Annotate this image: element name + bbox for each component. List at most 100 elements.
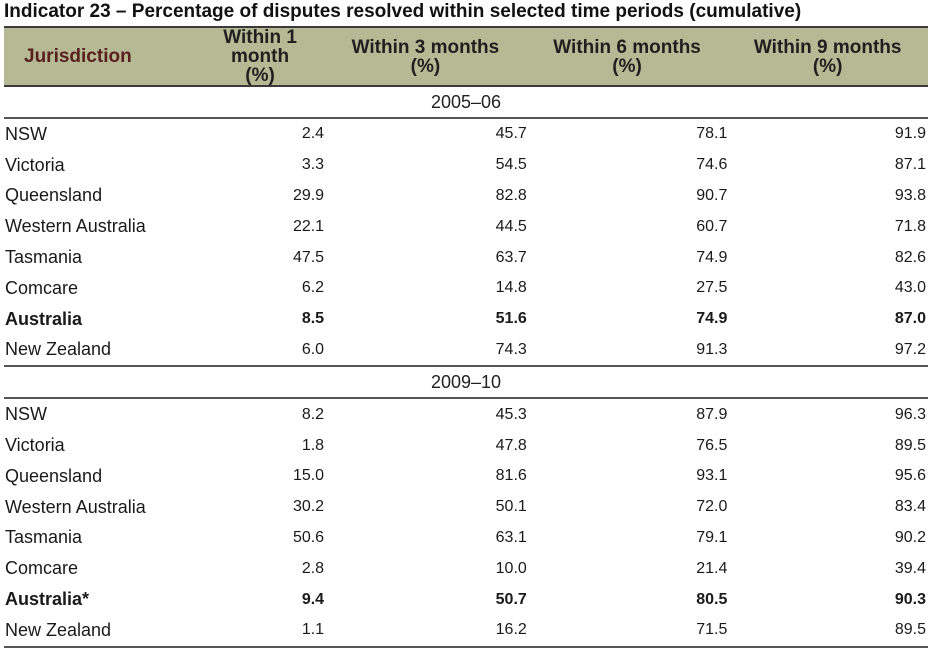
within-1-month-cell: 15.0	[292, 467, 325, 485]
within-1-month-cell: 29.9	[292, 186, 325, 204]
within-3-months-cell: 51.6	[495, 310, 527, 328]
jurisdiction-cell: Victoria	[5, 435, 65, 456]
within-6-months-cell: 79.1	[696, 528, 728, 546]
within-6-months-cell: 80.5	[696, 590, 728, 608]
table-body: 2005–06 NSW 2.4 45.7 78.1 91.9 Victoria 3.3 54.5…	[4, 86, 928, 648]
table-row: Queensland 29.9 82.8 90.7 93.8	[4, 181, 928, 212]
within-1-month-cell: 6.2	[301, 279, 325, 297]
table-header-row: Jurisdiction Within 1 month (%) Within 3…	[4, 26, 928, 87]
within-6-months-cell: 74.6	[696, 156, 728, 174]
header-jurisdiction: Jurisdiction	[4, 26, 197, 87]
within-6-months-cell: 78.1	[696, 125, 728, 143]
disputes-table: Jurisdiction Within 1 month (%) Within 3…	[4, 26, 928, 648]
within-9-months-cell: 43.0	[894, 279, 926, 297]
table-row: Comcare 2.8 10.0 21.4 39.4	[4, 553, 928, 584]
table-row: Tasmania 50.6 63.1 79.1 90.2	[4, 523, 928, 554]
within-9-months-cell: 71.8	[894, 217, 926, 235]
within-9-months-cell: 96.3	[894, 405, 926, 423]
table-row: Western Australia 22.1 44.5 60.7 71.8	[4, 211, 928, 242]
within-3-months-cell: 82.8	[495, 186, 527, 204]
within-6-months-cell: 91.3	[526, 334, 728, 368]
within-1-month-cell: 6.0	[196, 334, 325, 368]
header-within-1-month-label: Within 1 month	[223, 27, 297, 67]
jurisdiction-cell: NSW	[5, 404, 47, 425]
within-1-month-cell: 47.5	[292, 248, 325, 266]
within-3-months-cell: 45.3	[495, 405, 527, 423]
within-3-months-cell: 14.8	[495, 279, 527, 297]
table-row: New Zealand 6.0 74.3 91.3 97.2	[4, 334, 928, 368]
jurisdiction-cell: Western Australia	[5, 216, 146, 237]
within-6-months-cell: 74.9	[696, 310, 728, 328]
header-within-6-months-label: Within 6 months	[553, 36, 701, 58]
jurisdiction-cell: Victoria	[5, 154, 65, 175]
header-within-6-months: Within 6 months (%)	[526, 26, 728, 87]
within-1-month-cell: 1.8	[301, 436, 325, 454]
within-1-month-cell: 30.2	[292, 498, 325, 516]
jurisdiction-cell: Tasmania	[5, 527, 83, 548]
within-3-months-cell: 47.8	[495, 436, 527, 454]
within-6-months-cell: 93.1	[696, 467, 728, 485]
within-3-months-cell: 10.0	[495, 559, 527, 577]
within-6-months-cell: 27.5	[696, 279, 728, 297]
jurisdiction-cell: New Zealand	[4, 334, 197, 368]
table-row: Comcare 6.2 14.8 27.5 43.0	[4, 273, 928, 304]
within-9-months-cell: 93.8	[894, 186, 926, 204]
table-row: Queensland 15.0 81.6 93.1 95.6	[4, 461, 928, 492]
within-1-month-cell: 22.1	[292, 217, 325, 235]
table-row: Australia 8.5 51.6 74.9 87.0	[4, 304, 928, 335]
within-1-month-cell: 8.2	[301, 405, 325, 423]
within-9-months-cell: 90.2	[894, 528, 926, 546]
jurisdiction-cell: Australia	[5, 308, 83, 329]
within-3-months-cell: 45.7	[495, 125, 527, 143]
period-header-row: 2005–06	[4, 86, 928, 119]
header-within-1-month-unit: (%)	[245, 65, 275, 86]
within-3-months-cell: 44.5	[495, 217, 527, 235]
within-1-month-cell: 8.5	[301, 310, 325, 328]
table-title: Indicator 23 – Percentage of disputes re…	[4, 1, 802, 22]
within-9-months-cell: 39.4	[894, 559, 926, 577]
within-1-month-cell: 3.3	[301, 156, 325, 174]
header-within-9-months-unit: (%)	[812, 55, 843, 77]
within-6-months-cell: 90.7	[696, 186, 728, 204]
within-9-months-cell: 89.5	[727, 614, 928, 648]
within-3-months-cell: 50.7	[495, 590, 527, 608]
table-row: Western Australia 30.2 50.1 72.0 83.4	[4, 492, 928, 523]
period-header-row: 2009–10	[4, 366, 928, 400]
within-1-month-cell: 2.8	[301, 559, 325, 577]
period-label: 2009–10	[4, 366, 928, 400]
within-9-months-cell: 87.1	[894, 156, 926, 174]
within-3-months-cell: 16.2	[324, 614, 527, 648]
table-row: Tasmania 47.5 63.7 74.9 82.6	[4, 242, 928, 273]
header-within-3-months-unit: (%)	[410, 55, 441, 77]
jurisdiction-cell: New Zealand	[4, 614, 197, 648]
within-9-months-cell: 82.6	[894, 248, 926, 266]
header-within-6-months-unit: (%)	[612, 55, 642, 77]
table-row: Victoria 1.8 47.8 76.5 89.5	[4, 430, 928, 461]
header-within-3-months-label: Within 3 months	[351, 36, 500, 58]
within-6-months-cell: 71.5	[526, 614, 728, 648]
within-1-month-cell: 1.1	[196, 614, 325, 648]
within-3-months-cell: 63.7	[495, 248, 527, 266]
within-6-months-cell: 87.9	[696, 405, 728, 423]
header-within-3-months: Within 3 months (%)	[324, 26, 527, 87]
jurisdiction-cell: Queensland	[5, 465, 103, 486]
within-3-months-cell: 63.1	[495, 528, 527, 546]
within-6-months-cell: 76.5	[696, 436, 728, 454]
within-6-months-cell: 21.4	[696, 559, 728, 577]
within-1-month-cell: 50.6	[292, 528, 325, 546]
within-9-months-cell: 97.2	[727, 334, 928, 368]
jurisdiction-cell: Australia*	[5, 589, 90, 610]
jurisdiction-cell: Western Australia	[5, 496, 146, 517]
header-within-9-months-label: Within 9 months	[753, 36, 902, 58]
table-row: New Zealand 1.1 16.2 71.5 89.5	[4, 614, 928, 648]
within-3-months-cell: 81.6	[495, 467, 527, 485]
within-9-months-cell: 83.4	[894, 498, 926, 516]
jurisdiction-cell: Queensland	[5, 185, 103, 206]
jurisdiction-cell: Tasmania	[5, 247, 83, 268]
jurisdiction-cell: Comcare	[5, 558, 79, 579]
header-within-1-month: Within 1 month (%)	[196, 26, 325, 87]
period-label: 2005–06	[4, 86, 928, 119]
within-9-months-cell: 91.9	[894, 125, 926, 143]
within-1-month-cell: 9.4	[301, 590, 325, 608]
table-row: NSW 8.2 45.3 87.9 96.3	[4, 398, 928, 430]
